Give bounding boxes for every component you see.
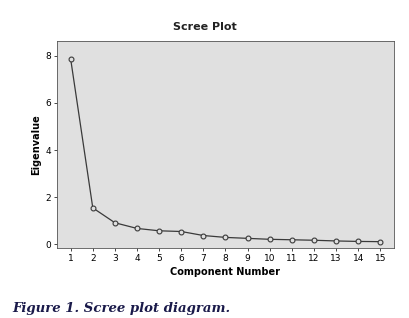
Text: Scree Plot: Scree Plot	[173, 22, 236, 32]
X-axis label: Component Number: Component Number	[170, 267, 280, 278]
Text: Figure 1. Scree plot diagram.: Figure 1. Scree plot diagram.	[12, 302, 230, 315]
Y-axis label: Eigenvalue: Eigenvalue	[31, 114, 41, 175]
